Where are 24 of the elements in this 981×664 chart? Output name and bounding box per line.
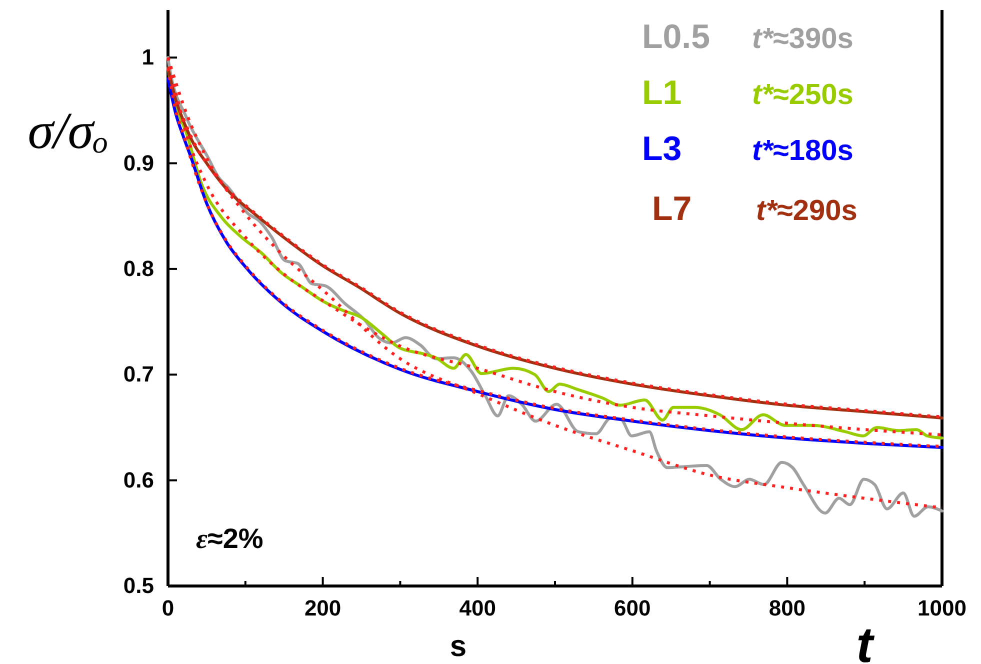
text: L7 [652, 190, 692, 228]
y-tick-label: 0.8 [123, 256, 154, 281]
y-tick-label: 1 [142, 44, 154, 70]
x-tick-label: 1000 [918, 596, 966, 621]
text: s [450, 630, 467, 663]
annotation: t*≈390s [752, 23, 854, 55]
x-tick-label: 0 [162, 596, 174, 621]
x-tick-label: 200 [304, 596, 342, 621]
x-tick-label: 800 [768, 596, 806, 621]
annotation: ε≈2% [196, 523, 264, 555]
y-tick-label: 0.6 [123, 467, 154, 492]
x-axis-title: t [856, 617, 876, 664]
annotation: t*≈180s [752, 135, 854, 167]
y-tick-label: 0.9 [123, 150, 154, 176]
text: L0.5 [642, 18, 710, 56]
text: L3 [642, 130, 682, 168]
annotation: t*≈290s [756, 195, 858, 227]
annotation: t*≈250s [752, 79, 854, 111]
text: L1 [642, 74, 682, 112]
x-tick-label: 600 [614, 596, 651, 621]
x-tick-label: 400 [459, 596, 496, 621]
y-axis-title: σ/σₒ [28, 103, 108, 160]
y-tick-label: 0.5 [123, 573, 154, 598]
y-tick-label: 0.7 [123, 362, 154, 387]
